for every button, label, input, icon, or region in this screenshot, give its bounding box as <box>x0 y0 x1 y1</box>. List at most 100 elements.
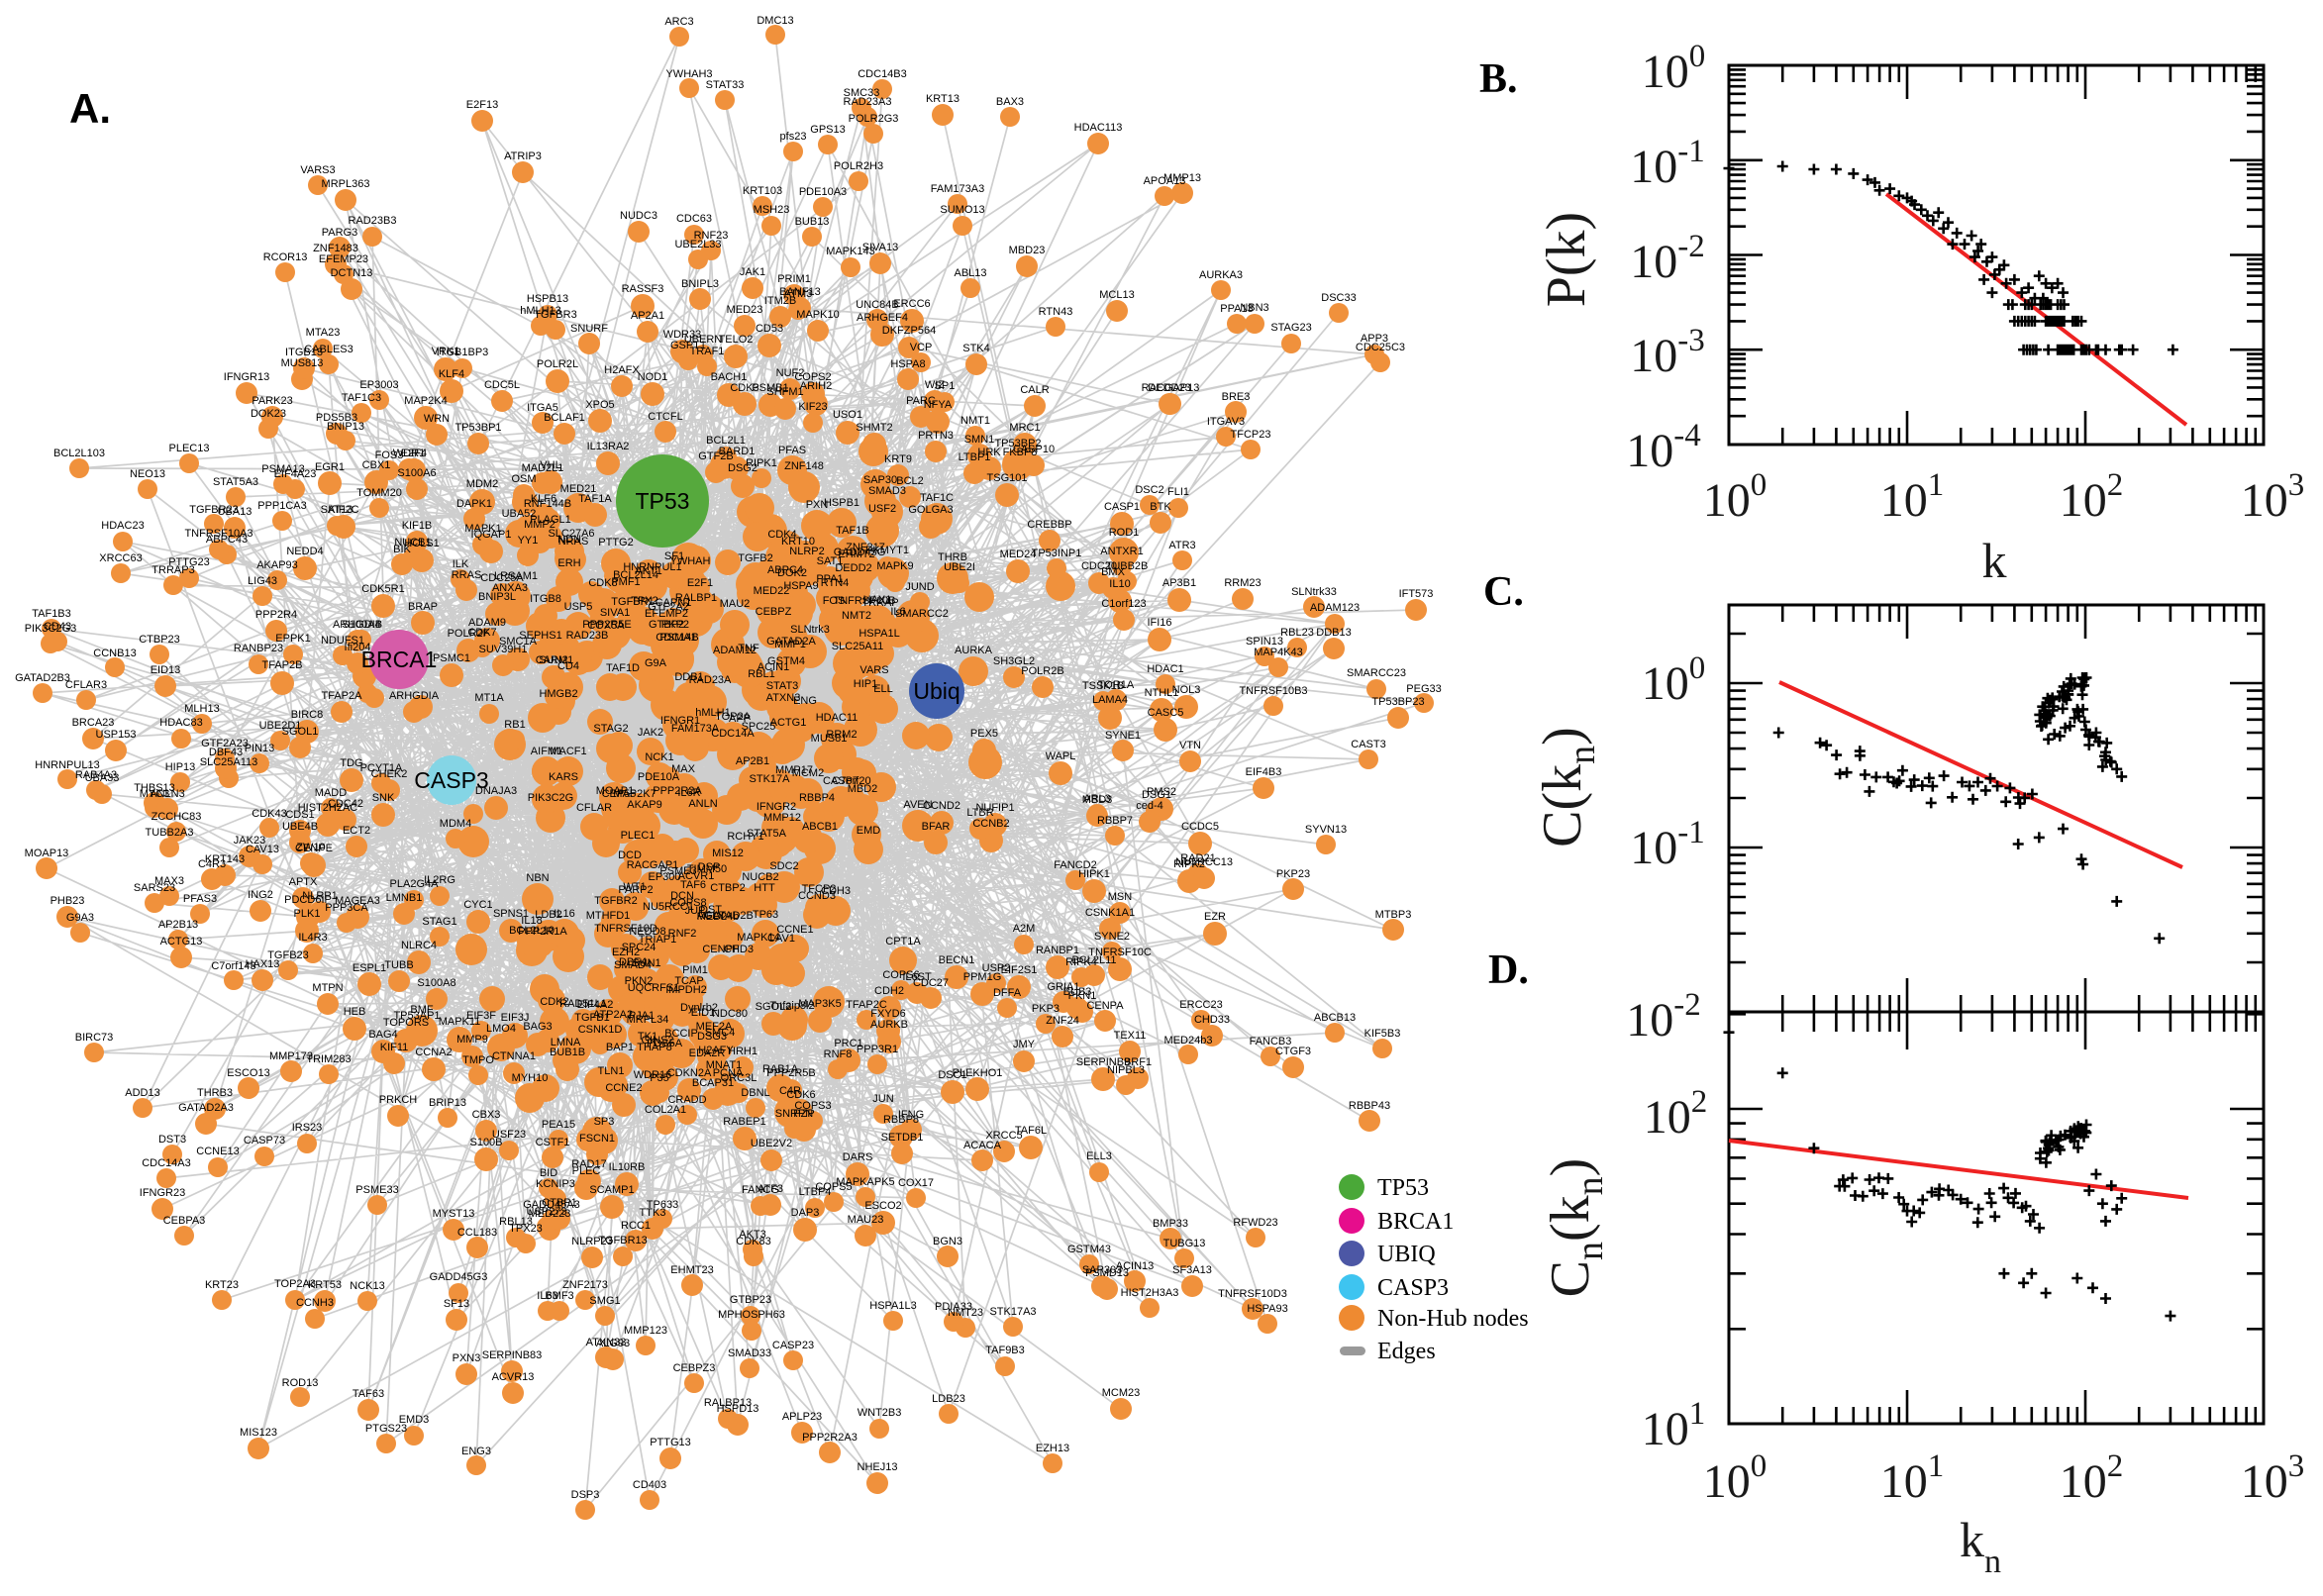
svg-text:TP53: TP53 <box>1377 1175 1429 1201</box>
svg-text:AKT3: AKT3 <box>739 1229 766 1241</box>
svg-text:RAD51L1: RAD51L1 <box>559 998 607 1010</box>
svg-text:BRE3: BRE3 <box>1222 391 1251 403</box>
svg-text:ERH: ERH <box>557 557 580 569</box>
svg-text:PMF1: PMF1 <box>611 576 640 588</box>
svg-text:MRPL34: MRPL34 <box>627 1014 669 1026</box>
svg-text:STAG23: STAG23 <box>1270 322 1311 334</box>
svg-text:MMP173: MMP173 <box>269 1050 313 1062</box>
svg-text:TFCP23: TFCP23 <box>1231 429 1271 441</box>
svg-text:CDC14B: CDC14B <box>656 632 698 644</box>
svg-text:102: 102 <box>2060 467 2124 527</box>
svg-text:DSP: DSP <box>698 861 721 873</box>
svg-text:BTK: BTK <box>1150 501 1171 513</box>
svg-text:LRSAM1: LRSAM1 <box>494 570 538 582</box>
svg-text:RRM23: RRM23 <box>1224 577 1261 589</box>
svg-text:RNF2: RNF2 <box>668 928 697 940</box>
svg-text:TUBB2B: TUBB2B <box>1106 560 1149 572</box>
svg-text:Tnfaip8l2: Tnfaip8l2 <box>769 1000 814 1012</box>
svg-text:DSP3: DSP3 <box>571 1489 600 1501</box>
svg-text:PRKCH: PRKCH <box>379 1094 418 1106</box>
svg-text:PKMYT1: PKMYT1 <box>865 545 909 556</box>
svg-text:DBF4: DBF4 <box>619 956 647 968</box>
svg-text:PPP2R1A: PPP2R1A <box>518 926 567 938</box>
svg-text:LTBP1: LTBP1 <box>959 451 991 463</box>
svg-text:RCOR13: RCOR13 <box>263 251 308 263</box>
svg-text:JUND: JUND <box>905 581 934 593</box>
svg-text:BMF: BMF <box>410 1004 434 1016</box>
svg-text:SAT1: SAT1 <box>817 555 844 567</box>
svg-text:FOS: FOS <box>823 595 846 607</box>
svg-text:MED23: MED23 <box>727 304 763 316</box>
svg-text:RRAS: RRAS <box>452 569 482 581</box>
svg-text:FXYD6: FXYD6 <box>870 1008 905 1020</box>
svg-text:KIF23: KIF23 <box>798 401 827 413</box>
svg-text:VARS3: VARS3 <box>300 164 335 176</box>
svg-text:ATF3: ATF3 <box>758 1183 783 1195</box>
svg-text:MIS12: MIS12 <box>712 848 744 859</box>
svg-text:IL16: IL16 <box>554 908 574 920</box>
svg-text:HSPA93: HSPA93 <box>1247 1303 1287 1315</box>
svg-text:MTA23: MTA23 <box>306 327 341 339</box>
svg-text:CSNK1A1: CSNK1A1 <box>1085 907 1135 919</box>
svg-text:BIRC8: BIRC8 <box>291 709 323 721</box>
svg-text:ENG3: ENG3 <box>461 1446 491 1457</box>
svg-text:MED24b: MED24b <box>697 911 740 923</box>
svg-text:DST3: DST3 <box>158 1134 186 1146</box>
svg-text:THRB3: THRB3 <box>197 1087 233 1099</box>
svg-text:BNIPL3: BNIPL3 <box>681 278 719 290</box>
svg-text:HDAC23: HDAC23 <box>101 520 144 532</box>
svg-text:ERCC23: ERCC23 <box>1179 999 1222 1011</box>
svg-text:C(kn): C(kn) <box>1532 727 1603 848</box>
svg-text:GOLGA3: GOLGA3 <box>908 504 953 516</box>
svg-text:PDE10A: PDE10A <box>638 771 680 783</box>
svg-text:FANCD2: FANCD2 <box>1054 859 1096 871</box>
svg-text:CARM1: CARM1 <box>536 654 574 666</box>
svg-text:ACTG1: ACTG1 <box>770 717 807 729</box>
svg-text:SAT13: SAT13 <box>321 504 354 516</box>
svg-text:PARP2: PARP2 <box>618 884 653 896</box>
svg-text:ARHGEF4: ARHGEF4 <box>857 312 908 324</box>
svg-text:RBBP4: RBBP4 <box>799 792 835 804</box>
svg-text:NUDC3: NUDC3 <box>620 210 657 222</box>
svg-text:EPPK1: EPPK1 <box>275 633 310 645</box>
svg-text:HDAC113: HDAC113 <box>1074 122 1123 134</box>
svg-text:TPX2: TPX2 <box>631 595 658 607</box>
svg-text:TP53: TP53 <box>636 488 690 514</box>
svg-text:TUBB: TUBB <box>384 959 413 971</box>
svg-text:HIST2H3A3: HIST2H3A3 <box>1121 1287 1179 1299</box>
svg-text:CALR: CALR <box>1020 384 1049 396</box>
svg-text:MADD: MADD <box>315 787 347 799</box>
svg-text:MED223: MED223 <box>529 1208 571 1220</box>
svg-text:CDC20: CDC20 <box>1081 560 1117 572</box>
svg-text:SERPINB9: SERPINB9 <box>1076 1056 1130 1068</box>
svg-text:PKP23: PKP23 <box>1276 868 1310 880</box>
svg-text:PSMA1: PSMA1 <box>659 632 696 644</box>
svg-text:APP3: APP3 <box>1361 333 1388 345</box>
svg-text:HIPK1: HIPK1 <box>1078 868 1110 880</box>
svg-text:CD4: CD4 <box>557 660 579 672</box>
svg-text:E2F13: E2F13 <box>466 99 498 111</box>
svg-text:SMC4: SMC4 <box>705 1027 736 1039</box>
svg-text:SNURF: SNURF <box>570 323 608 335</box>
svg-text:THRB: THRB <box>938 551 967 563</box>
svg-text:TRAF1: TRAF1 <box>690 346 725 357</box>
svg-text:TSSK1B: TSSK1B <box>1082 680 1124 692</box>
svg-text:SLC25A11: SLC25A11 <box>832 641 883 652</box>
svg-text:TAF1C3: TAF1C3 <box>342 392 381 404</box>
svg-text:Dynlrb2: Dynlrb2 <box>680 1002 718 1014</box>
svg-text:MEF2A: MEF2A <box>696 1021 733 1033</box>
svg-text:CCDC5: CCDC5 <box>1181 821 1219 833</box>
svg-text:PCYT1A: PCYT1A <box>360 762 403 774</box>
svg-text:ACVR1: ACVR1 <box>678 870 715 882</box>
svg-text:USF2: USF2 <box>868 503 896 515</box>
svg-text:RALBP13: RALBP13 <box>704 1397 752 1409</box>
svg-text:BIRC73: BIRC73 <box>75 1032 114 1044</box>
svg-text:KRT53: KRT53 <box>308 1279 342 1291</box>
svg-text:RANBP23: RANBP23 <box>234 643 283 654</box>
svg-text:PIM1: PIM1 <box>682 964 708 976</box>
svg-text:PHB23: PHB23 <box>50 895 85 907</box>
svg-text:TAF1B: TAF1B <box>836 525 868 537</box>
svg-text:ced-4: ced-4 <box>1136 800 1163 812</box>
svg-text:SMN1: SMN1 <box>964 434 995 446</box>
svg-text:AIFM1: AIFM1 <box>531 746 562 757</box>
